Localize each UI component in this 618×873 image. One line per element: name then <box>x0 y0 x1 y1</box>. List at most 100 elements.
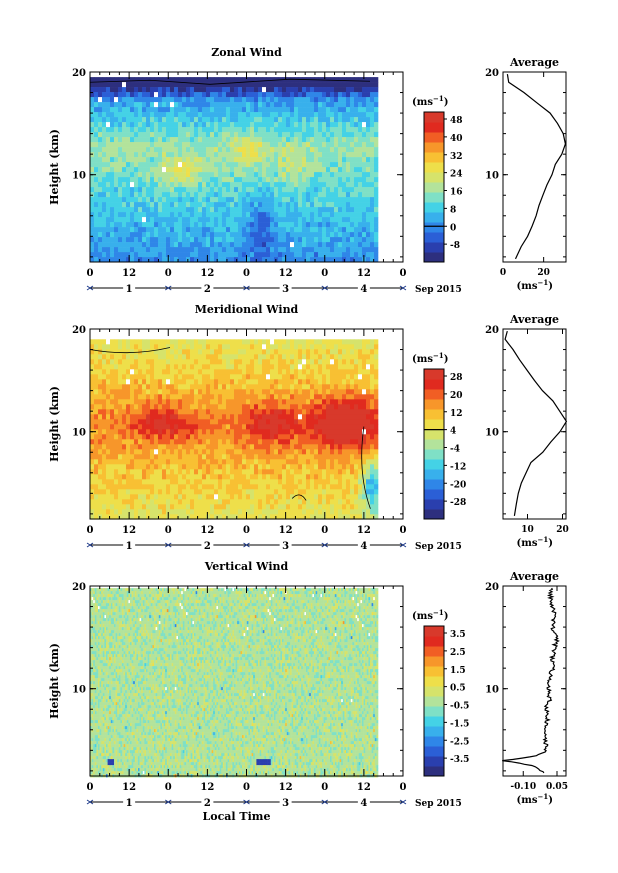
x-tick-label: 0 <box>321 525 328 536</box>
colorbar-label: 40 <box>450 134 463 144</box>
colorbar-label: -28 <box>450 498 466 508</box>
profile-frame <box>503 329 566 519</box>
profile-y-tick-label: 10 <box>485 685 499 696</box>
day-label: 1 <box>126 541 133 552</box>
colorbar-swatch <box>424 379 444 390</box>
x-tick-label: 0 <box>321 782 328 793</box>
heatmap <box>90 339 378 519</box>
colorbar-swatch <box>424 142 444 153</box>
heatmap <box>90 77 378 262</box>
colorbar-swatch <box>424 369 444 380</box>
day-marker <box>403 286 406 290</box>
colorbar-swatch <box>424 152 444 163</box>
colorbar-label: 8 <box>450 205 456 215</box>
unit-base: (ms <box>517 538 538 549</box>
colorbar-label: 3.5 <box>450 630 466 640</box>
unit-close: ) <box>444 97 449 108</box>
unit-close: ) <box>548 795 553 806</box>
unit-exponent: −1 <box>433 608 444 617</box>
day-label: 3 <box>282 284 289 295</box>
x-tick-label: 12 <box>122 782 136 793</box>
unit-exponent: −1 <box>433 94 444 103</box>
month-label: Sep 2015 <box>415 799 462 809</box>
y-tick-label: 10 <box>72 171 86 182</box>
colorbar-swatch <box>424 409 444 420</box>
colorbar-swatch <box>424 736 444 747</box>
day-label: 3 <box>282 541 289 552</box>
colorbar-swatch <box>424 696 444 707</box>
day-label: 2 <box>204 541 211 552</box>
x-tick-label: 0 <box>87 268 94 279</box>
colorbar-swatch <box>424 469 444 480</box>
colorbar-swatch <box>424 172 444 183</box>
profile-title: Average <box>509 570 559 583</box>
day-marker <box>403 800 406 804</box>
colorbar-label: -2.5 <box>450 737 469 747</box>
x-tick-label: 12 <box>279 268 293 279</box>
colorbar-swatch <box>424 202 444 213</box>
day-label: 1 <box>126 798 133 809</box>
colorbar-swatch <box>424 636 444 647</box>
x-tick-label: 0 <box>165 525 172 536</box>
profile-line <box>505 331 566 516</box>
colorbar-label: -20 <box>450 480 466 490</box>
colorbar-swatch <box>424 399 444 410</box>
colorbar-swatch <box>424 162 444 173</box>
unit-exponent: −1 <box>537 792 548 801</box>
x-tick-label: 0 <box>400 525 407 536</box>
unit-exponent: −1 <box>537 278 548 287</box>
colorbar-swatch <box>424 212 444 223</box>
panel-title: Vertical Wind <box>204 560 289 573</box>
day-marker <box>403 543 406 547</box>
y-tick-label: 20 <box>72 325 86 336</box>
y-axis-label: Height (km) <box>48 643 61 719</box>
unit-close: ) <box>548 538 553 549</box>
x-tick-label: 0 <box>165 782 172 793</box>
x-tick-label: 12 <box>122 268 136 279</box>
colorbar-swatch <box>424 182 444 193</box>
y-tick-label: 20 <box>72 582 86 593</box>
day-label: 4 <box>360 541 367 552</box>
colorbar-swatch <box>424 479 444 490</box>
colorbar-swatch <box>424 646 444 657</box>
unit-close: ) <box>444 611 449 622</box>
profile-x-tick-label: 0.05 <box>546 782 568 792</box>
colorbar-label: 0 <box>450 223 456 233</box>
y-axis-label: Height (km) <box>48 386 61 462</box>
profile-x-tick-label: -0.10 <box>510 782 536 792</box>
colorbar-label: 48 <box>450 116 463 126</box>
colorbar-label: 4 <box>450 427 456 437</box>
colorbar-swatch <box>424 676 444 687</box>
profile-y-tick-label: 10 <box>485 171 499 182</box>
colorbar-swatch <box>424 716 444 727</box>
colorbar-swatch <box>424 499 444 510</box>
colorbar-label: 20 <box>450 391 463 401</box>
unit-base: (ms <box>412 354 433 365</box>
x-tick-label: 12 <box>122 525 136 536</box>
unit-exponent: −1 <box>433 351 444 360</box>
profile-y-tick-label: 20 <box>485 68 499 79</box>
profile-frame <box>503 586 566 776</box>
unit-base: (ms <box>412 611 433 622</box>
day-label: 2 <box>204 284 211 295</box>
panel-title: Meridional Wind <box>195 303 299 316</box>
profile-title: Average <box>509 313 559 326</box>
colorbar-swatch <box>424 509 444 520</box>
x-tick-label: 12 <box>357 525 371 536</box>
x-tick-label: 0 <box>400 268 407 279</box>
colorbar-swatch <box>424 656 444 667</box>
profile-y-tick-label: 20 <box>485 325 499 336</box>
x-tick-label: 12 <box>279 782 293 793</box>
panel-title: Zonal Wind <box>211 46 282 59</box>
y-axis-label: Height (km) <box>48 129 61 205</box>
profile-line <box>507 74 565 259</box>
x-tick-label: 0 <box>87 782 94 793</box>
profile-x-tick-label: 20 <box>537 268 550 278</box>
colorbar-swatch <box>424 746 444 757</box>
colorbar-swatch <box>424 132 444 143</box>
day-label: 2 <box>204 798 211 809</box>
